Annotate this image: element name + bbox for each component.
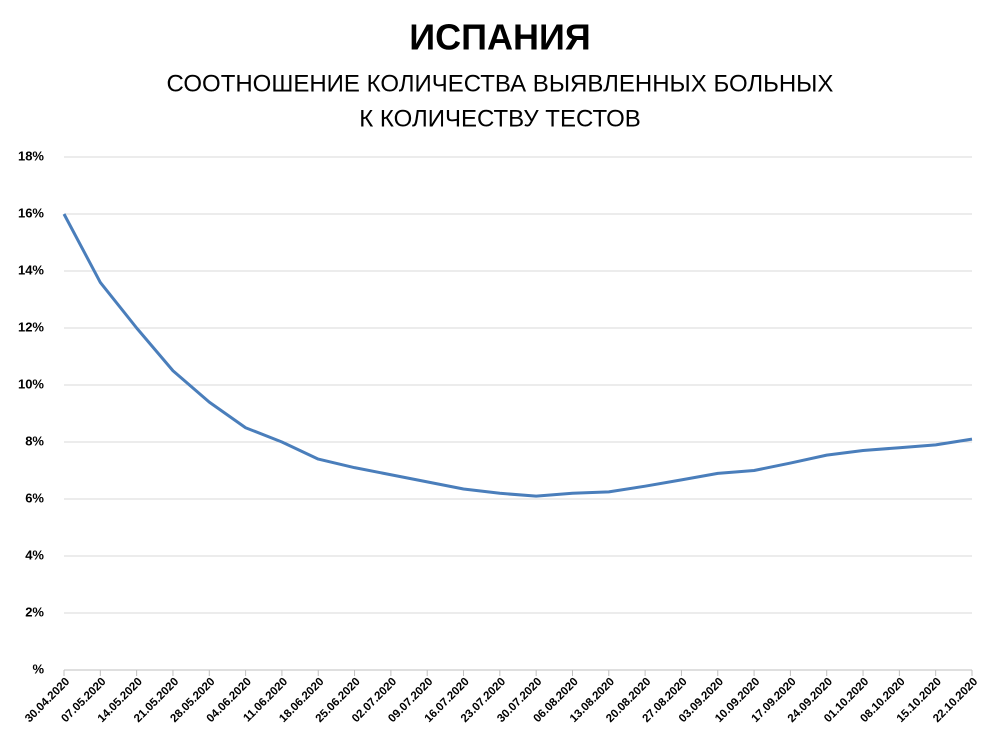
y-tick-label: 18% <box>18 148 44 163</box>
chart-subtitle: К КОЛИЧЕСТВУ ТЕСТОВ <box>359 105 641 132</box>
chart-subtitle: СООТНОШЕНИЕ КОЛИЧЕСТВА ВЫЯВЛЕННЫХ БОЛЬНЫ… <box>167 70 834 97</box>
chart-title: ИСПАНИЯ <box>409 17 591 58</box>
y-tick-label: 10% <box>18 376 44 391</box>
data-line <box>62 213 973 498</box>
y-tick-label: 16% <box>18 205 44 220</box>
y-tick-label: 6% <box>25 490 44 505</box>
y-tick-label: 12% <box>18 319 44 334</box>
y-tick-label: 8% <box>25 433 44 448</box>
y-tick-label: % <box>32 661 44 676</box>
y-tick-label: 2% <box>25 604 44 619</box>
y-tick-label: 14% <box>18 262 44 277</box>
y-tick-label: 4% <box>25 547 44 562</box>
